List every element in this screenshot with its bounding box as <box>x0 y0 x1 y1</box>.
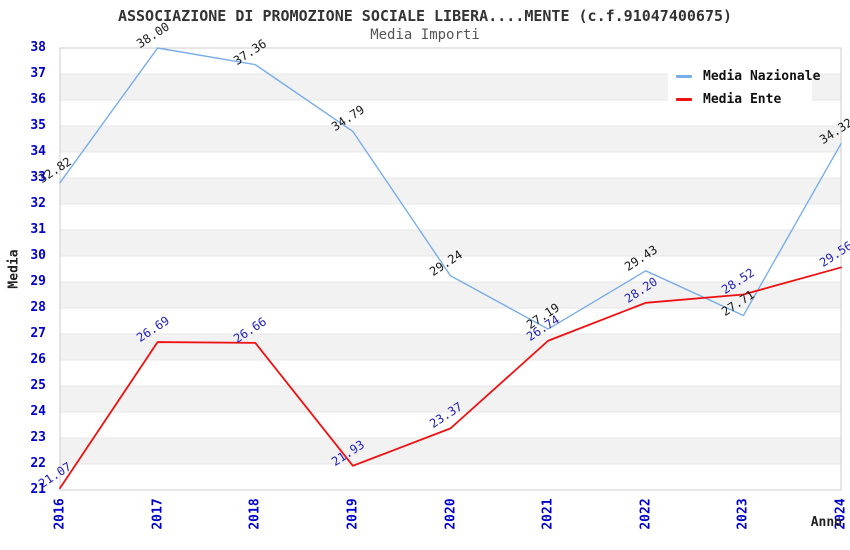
legend-label-nazionale: Media Nazionale <box>703 69 821 84</box>
x-tick-label: 2019 <box>345 498 361 530</box>
y-tick-label: 35 <box>30 118 46 133</box>
x-tick-label: 2016 <box>52 498 68 530</box>
x-tick-label: 2023 <box>735 498 751 530</box>
y-tick-label: 28 <box>30 300 46 315</box>
x-tick-label: 2021 <box>540 498 556 530</box>
y-tick-label: 26 <box>30 352 46 367</box>
y-tick-label: 32 <box>30 196 46 211</box>
y-tick-label: 24 <box>30 404 46 419</box>
legend-line-swatch-nazionale <box>676 75 692 78</box>
grid-stripe <box>60 126 841 152</box>
plot-border <box>59 47 842 491</box>
grid-stripe <box>60 438 841 464</box>
x-tick-label: 2020 <box>443 498 458 530</box>
media-nazionale-line <box>59 47 842 330</box>
y-tick-label: 23 <box>30 430 46 445</box>
grid-stripe <box>60 308 841 334</box>
chart-subtitle: Media Importi <box>370 27 480 43</box>
chart-title: ASSOCIAZIONE DI PROMOZIONE SOCIALE LIBER… <box>117 7 733 25</box>
legend-label-ente: Media Ente <box>703 92 782 107</box>
y-tick-label: 22 <box>30 456 46 471</box>
y-tick-label: 37 <box>30 66 46 81</box>
y-tick-label: 29 <box>30 274 46 289</box>
x-tick-label: 2017 <box>150 498 166 530</box>
y-tick-label: 36 <box>30 92 46 107</box>
x-tick-label: 2022 <box>638 498 654 530</box>
y-tick-label: 21 <box>30 482 46 497</box>
x-tick-label: 2018 <box>247 498 263 530</box>
legend-line-swatch-ente <box>676 98 692 101</box>
y-tick-label: 34 <box>30 144 46 159</box>
legend-item-media-nazionale: Media Nazionale <box>676 65 820 88</box>
x-axis-title: Anno <box>810 515 842 530</box>
y-tick-label: 27 <box>30 326 46 341</box>
grid-stripe <box>60 334 841 360</box>
y-tick-label: 33 <box>30 170 46 185</box>
grid-stripe <box>60 360 841 386</box>
grid-stripe <box>60 230 841 256</box>
y-tick-label: 31 <box>30 222 46 237</box>
y-tick-label: 38 <box>30 40 46 55</box>
grid-stripe <box>60 152 841 178</box>
legend-item-media-ente: Media Ente <box>676 88 812 111</box>
y-axis-title: Media <box>6 249 22 289</box>
y-tick-label: 30 <box>30 248 46 263</box>
grid-stripe <box>60 282 841 308</box>
grid-stripe <box>60 412 841 438</box>
media-ente-line <box>59 266 842 490</box>
legend: Media Nazionale Media Ente <box>668 57 820 119</box>
grid-stripe <box>60 204 841 230</box>
grid-stripe <box>60 178 841 204</box>
grid-stripe <box>60 386 841 412</box>
grid-stripe <box>60 464 841 490</box>
grid-stripe <box>60 256 841 282</box>
y-tick-label: 25 <box>30 378 46 393</box>
